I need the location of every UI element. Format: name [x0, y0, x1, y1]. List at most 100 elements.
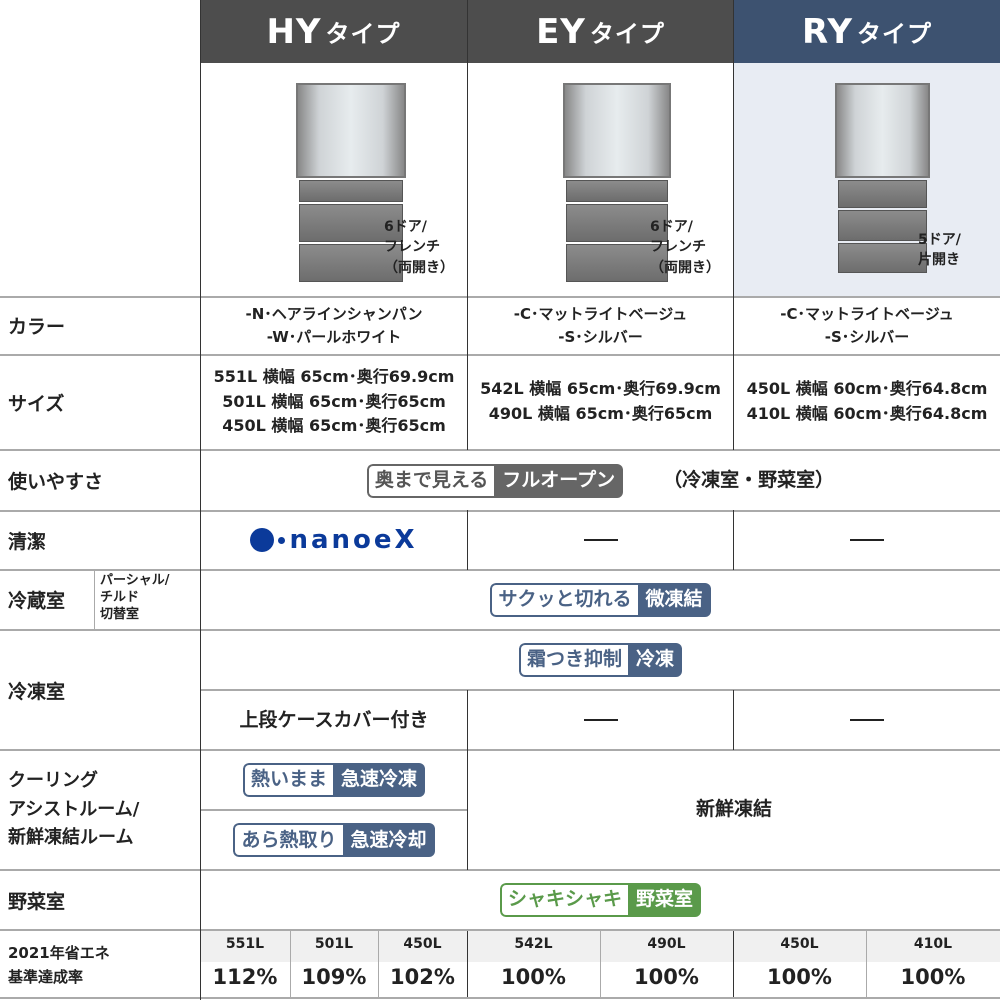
- type-suffix: タイプ: [325, 20, 401, 48]
- door-type-ey: 6ドア/ フレンチ （両開き）: [650, 219, 720, 276]
- capacity-label: 501L: [314, 936, 354, 952]
- nanoe-text: nanoeX: [289, 524, 418, 555]
- capacity-label: 450L: [780, 936, 819, 952]
- clean-ey: [468, 511, 733, 569]
- label-clean: 清潔: [8, 530, 47, 553]
- divider: [866, 931, 867, 997]
- type-suffix: タイプ: [856, 20, 932, 48]
- badge-part: あら熱取り: [233, 823, 343, 857]
- colors-hy: -N･ヘアラインシャンパン -W･パールホワイト: [201, 297, 467, 354]
- divider: [733, 931, 734, 997]
- efficiency-rate: 100%: [634, 965, 699, 989]
- efficiency-rate: 102%: [390, 965, 455, 989]
- cooling-other: 新鮮凍結: [695, 798, 772, 821]
- header-ry: RY タイプ: [734, 0, 1000, 63]
- freezer-ry: [734, 691, 1000, 749]
- quick-freeze-badge: 熱いまま 急速冷凍: [242, 762, 426, 797]
- capacity-label: 490L: [647, 936, 686, 952]
- color-option: -W･パールホワイト: [266, 327, 402, 346]
- dash: [850, 719, 884, 721]
- label-usability: 使いやすさ: [8, 470, 104, 493]
- size-option: 542L 横幅 65cm･奥行69.9cm: [480, 379, 721, 399]
- freezer-row: 霜つき抑制 冷凍: [201, 630, 1000, 689]
- badge-part: 微凍結: [637, 582, 711, 617]
- label-size: サイズ: [8, 392, 65, 415]
- fridge-image-hy: [296, 83, 406, 283]
- label-partial-chilled: パーシャル/ チルド 切替室: [100, 573, 170, 622]
- header-ey: EY タイプ: [468, 0, 733, 63]
- capacity-label: 450L: [403, 936, 442, 952]
- dash: [850, 539, 884, 541]
- label-veg: 野菜室: [8, 890, 66, 913]
- badge-part: 熱いまま: [242, 762, 333, 797]
- type-name: HY: [266, 11, 322, 52]
- quick-cool-badge: あら熱取り 急速冷却: [233, 823, 435, 857]
- size-option: 450L 横幅 60cm･奥行64.8cm: [746, 379, 988, 399]
- veg-row: シャキシャキ 野菜室: [201, 870, 1000, 929]
- full-open-badge: 奥まで見える フルオープン: [366, 463, 624, 498]
- badge-part: シャキシャキ: [499, 882, 628, 917]
- type-name: EY: [536, 11, 586, 52]
- color-option: -C･マットライトベージュ: [513, 305, 688, 323]
- type-name: RY: [802, 11, 853, 52]
- capacity-label: 551L: [225, 936, 265, 952]
- partial-freeze-badge: サクッと切れる 微凍結: [490, 582, 711, 617]
- efficiency-rate: 100%: [501, 965, 566, 989]
- capacity-label: 410L: [913, 936, 953, 952]
- badge-part: フルオープン: [494, 463, 624, 498]
- size-option: 450L 横幅 65cm･奥行65cm: [222, 416, 446, 436]
- clean-ry: [734, 511, 1000, 569]
- badge-part: 霜つき抑制: [518, 642, 628, 677]
- fridge-image-ry: [835, 83, 930, 273]
- veg-badge: シャキシャキ 野菜室: [499, 882, 702, 917]
- badge-part: 冷凍: [628, 642, 683, 677]
- type-suffix: タイプ: [589, 20, 665, 48]
- divider: [378, 931, 379, 997]
- usability-row: 奥まで見える フルオープン （冷凍室・野菜室）: [201, 451, 1000, 510]
- divider: [600, 931, 601, 997]
- badge-part: 急速冷凍: [333, 762, 426, 797]
- sizes-ry: 450L 横幅 60cm･奥行64.8cm 410L 横幅 60cm･奥行64.8…: [734, 355, 1000, 449]
- dash: [583, 539, 618, 541]
- label-efficiency: 2021年省エネ 基準達成率: [8, 943, 110, 986]
- efficiency-rate: 109%: [301, 965, 367, 989]
- fridge-image-ey: [563, 83, 671, 283]
- size-option: 501L 横幅 65cm･奥行65cm: [222, 391, 446, 411]
- nanoex-logo: nanoeX: [201, 511, 467, 569]
- partial-row: サクッと切れる 微凍結: [201, 570, 1000, 629]
- freezer-cover-hy: 上段ケースカバー付き: [239, 708, 429, 731]
- nanoe-dot-icon: [250, 528, 275, 552]
- door-type-ry: 5ドア/ 片開き: [918, 232, 961, 269]
- freezer-ey: [468, 691, 733, 749]
- divider: [467, 931, 468, 997]
- frost-badge: 霜つき抑制 冷凍: [518, 642, 683, 677]
- sizes-ey: 542L 横幅 65cm･奥行69.9cm 490L 横幅 65cm･奥行65cm: [468, 355, 733, 449]
- color-option: -N･ヘアラインシャンパン: [245, 305, 423, 323]
- cooling-hy-2: あら熱取り 急速冷却: [201, 811, 467, 869]
- size-option: 551L 横幅 65cm･奥行69.9cm: [213, 366, 455, 386]
- label-color: カラー: [8, 316, 66, 338]
- sizes-hy: 551L 横幅 65cm･奥行69.9cm 501L 横幅 65cm･奥行65cm…: [201, 355, 467, 449]
- efficiency-rate: 112%: [212, 965, 278, 989]
- divider: [290, 931, 291, 997]
- usability-note: （冷凍室・野菜室）: [663, 469, 835, 492]
- header-hy: HY タイプ: [200, 0, 467, 63]
- size-option: 410L 横幅 60cm･奥行64.8cm: [746, 404, 988, 423]
- label-cooling: クーリング アシストルーム/ 新鮮凍結ルーム: [8, 769, 140, 849]
- badge-part: サクッと切れる: [490, 582, 638, 617]
- cooling-hy-1: 熱いまま 急速冷凍: [201, 750, 467, 809]
- color-option: -S･シルバー: [558, 327, 643, 346]
- badge-part: 野菜室: [628, 882, 702, 917]
- door-type-hy: 6ドア/ フレンチ （両開き）: [384, 219, 454, 276]
- label-freezer: 冷凍室: [8, 680, 66, 703]
- badge-part: 奥まで見える: [366, 463, 495, 498]
- capacity-label: 542L: [514, 936, 553, 952]
- efficiency-rate: 100%: [767, 965, 832, 989]
- color-option: -C･マットライトベージュ: [780, 305, 954, 323]
- dash: [583, 719, 618, 721]
- color-option: -S･シルバー: [824, 327, 910, 346]
- colors-ry: -C･マットライトベージュ -S･シルバー: [734, 297, 1000, 354]
- size-option: 490L 横幅 65cm･奥行65cm: [488, 404, 713, 423]
- badge-part: 急速冷却: [342, 823, 435, 857]
- label-fridge: 冷蔵室: [8, 590, 66, 612]
